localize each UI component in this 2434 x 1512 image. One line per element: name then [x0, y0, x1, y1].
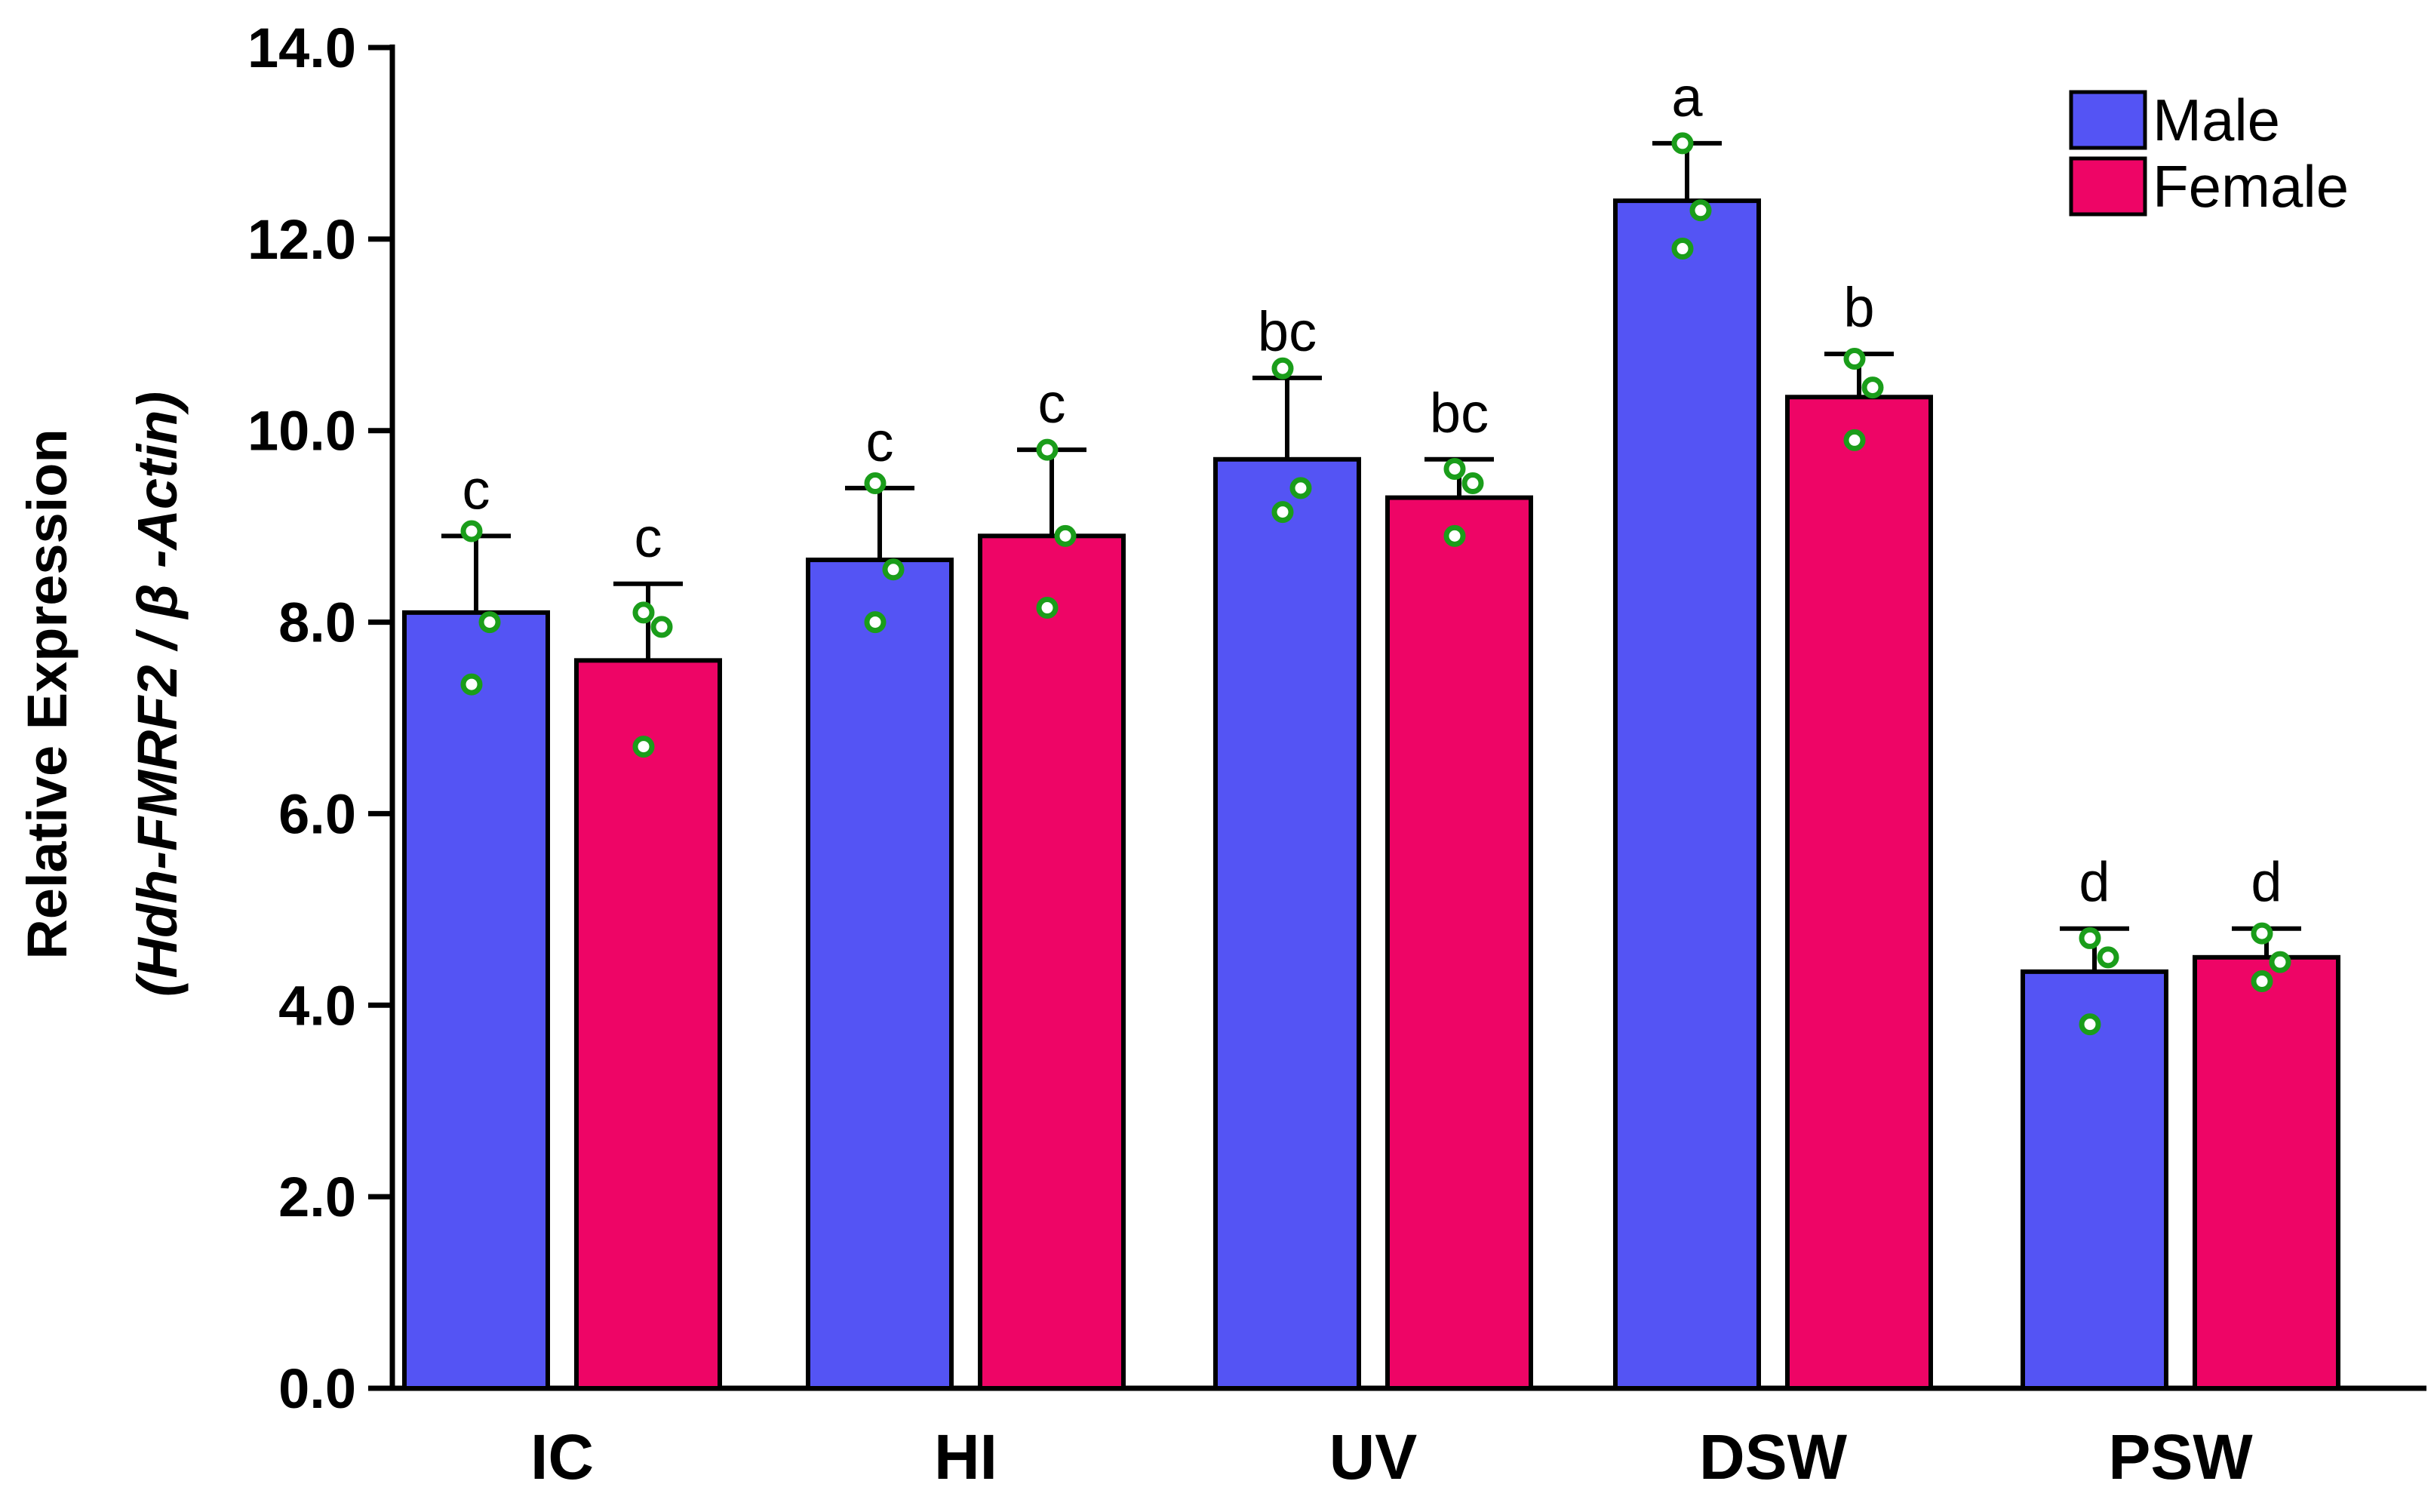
- bar-female: [574, 658, 722, 1391]
- data-point: [2251, 970, 2273, 993]
- bar-male: [402, 610, 550, 1391]
- y-tick-label: 2.0: [278, 1166, 356, 1228]
- y-tick-label: 4.0: [278, 974, 356, 1037]
- significance-label: c: [463, 458, 490, 521]
- data-point: [1036, 438, 1059, 461]
- y-axis-title: Relative Expression: [16, 429, 78, 959]
- bar-female: [2193, 954, 2340, 1391]
- y-tick-label: 10.0: [247, 400, 356, 463]
- significance-label: d: [2079, 851, 2110, 914]
- data-point: [632, 736, 655, 758]
- y-tick-label: 12.0: [247, 208, 356, 271]
- data-points: [460, 132, 2291, 1036]
- significance-label: b: [1843, 276, 1874, 339]
- significance-label: c: [1038, 372, 1066, 435]
- data-point: [2079, 927, 2101, 949]
- data-point: [2079, 1013, 2101, 1036]
- y-tick-label: 0.0: [278, 1357, 356, 1420]
- y-tick-label: 8.0: [278, 592, 356, 654]
- data-point: [1443, 457, 1466, 480]
- bar-male: [1613, 198, 1761, 1391]
- data-point: [1671, 238, 1694, 260]
- bar-male: [1213, 456, 1361, 1391]
- data-point: [1861, 376, 1884, 399]
- data-point: [460, 520, 483, 542]
- data-point: [1443, 524, 1466, 547]
- category-label: HI: [934, 1421, 997, 1492]
- data-point: [864, 472, 887, 495]
- legend-label-male: Male: [2153, 87, 2280, 153]
- legend-swatch-female: [2069, 156, 2147, 217]
- category-label: UV: [1329, 1421, 1418, 1492]
- significance-labels: c c c c bc bc a b d d: [463, 66, 2282, 914]
- data-point: [1271, 501, 1294, 524]
- bar-female: [1385, 495, 1533, 1391]
- data-point: [1271, 357, 1294, 380]
- bars: [402, 198, 2340, 1391]
- data-point: [1054, 524, 1077, 547]
- axes: 0.0 2.0 4.0 6.0 8.0 10.0 12.0 14.0: [247, 17, 2426, 1420]
- y-tick-label: 14.0: [247, 17, 356, 79]
- data-point: [650, 616, 673, 638]
- data-point: [2251, 922, 2273, 945]
- y-tick-label: 6.0: [278, 782, 356, 845]
- legend-label-female: Female: [2153, 153, 2349, 220]
- y-axis-subtitle: (Hdh-FMRF2 / β -Actin): [126, 392, 189, 997]
- category-labels: IC HI UV DSW PSW: [530, 1421, 2253, 1492]
- data-point: [2269, 951, 2291, 973]
- bar-female: [1785, 395, 1933, 1391]
- data-point: [882, 558, 905, 581]
- legend-swatch-male: [2069, 90, 2147, 150]
- data-point: [1843, 348, 1866, 370]
- data-point: [2097, 946, 2119, 969]
- bar-male: [806, 558, 954, 1391]
- significance-label: bc: [1430, 382, 1489, 444]
- category-label: DSW: [1699, 1421, 1848, 1492]
- data-point: [1289, 477, 1312, 499]
- data-point: [1689, 199, 1712, 222]
- data-point: [1036, 597, 1059, 619]
- data-point: [632, 601, 655, 624]
- category-label: IC: [530, 1421, 594, 1492]
- significance-label: bc: [1258, 300, 1317, 363]
- data-point: [864, 611, 887, 634]
- data-point: [1843, 429, 1866, 451]
- data-point: [478, 611, 501, 634]
- category-label: PSW: [2108, 1421, 2253, 1492]
- data-point: [1671, 132, 1694, 155]
- data-point: [460, 673, 483, 696]
- significance-label: c: [866, 410, 894, 473]
- data-point: [1461, 472, 1484, 495]
- significance-label: d: [2251, 851, 2282, 914]
- significance-label: a: [1671, 66, 1703, 128]
- significance-label: c: [635, 506, 662, 569]
- bar-female: [978, 533, 1126, 1391]
